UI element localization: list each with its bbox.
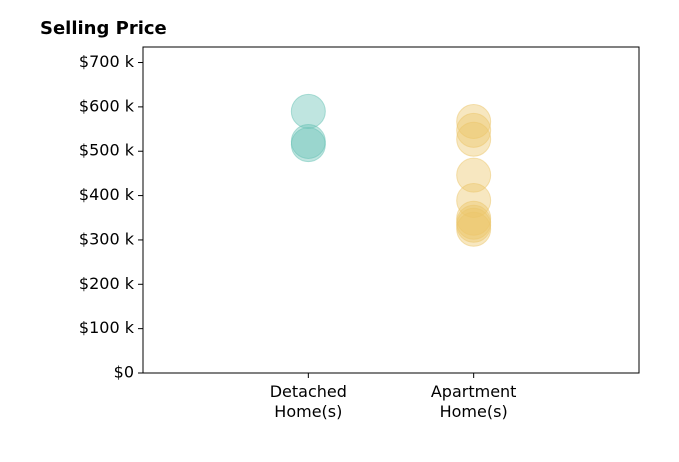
y-tick-label: $600 k <box>79 96 135 115</box>
point <box>456 182 492 218</box>
point <box>290 93 326 129</box>
y-tick-label: $300 k <box>79 229 135 248</box>
point <box>290 127 326 163</box>
point <box>456 121 492 157</box>
y-tick-label: $400 k <box>79 185 135 204</box>
y-tick-label: $200 k <box>79 274 135 293</box>
chart-title: Selling Price <box>40 18 167 39</box>
point <box>456 211 492 247</box>
x-tick-label: Detached Home(s) <box>269 382 347 421</box>
point <box>456 104 492 140</box>
y-tick-label: $100 k <box>79 318 135 337</box>
y-tick-label: $0 <box>114 363 134 382</box>
y-tick-label: $700 k <box>79 52 135 71</box>
point <box>456 157 492 193</box>
x-tick-label: Apartment Home(s) <box>430 382 517 421</box>
y-tick-label: $500 k <box>79 141 135 160</box>
plot-frame <box>142 46 640 374</box>
point <box>456 112 492 148</box>
